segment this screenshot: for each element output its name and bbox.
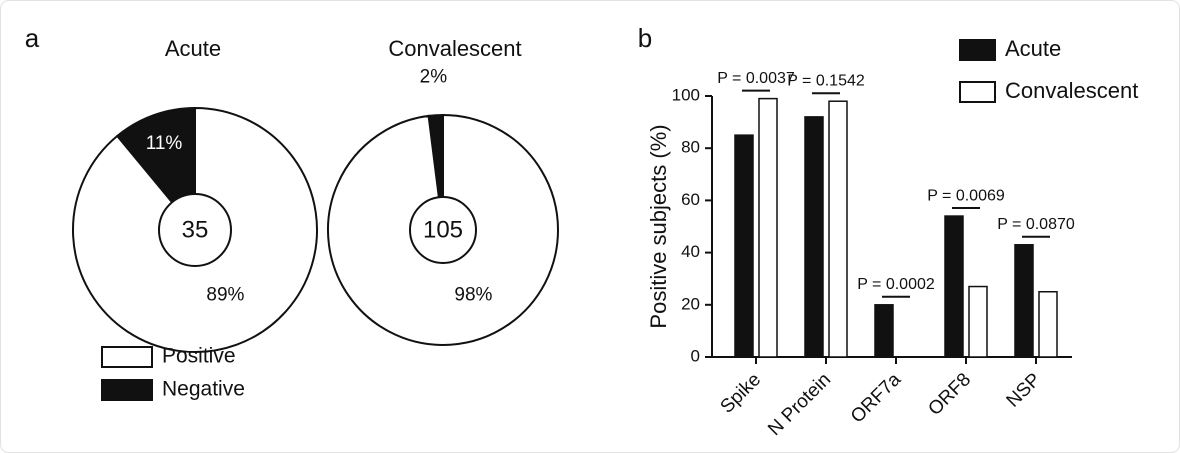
p-value: P = 0.0002 [857,276,935,293]
center-label: 35 [182,216,209,243]
p-value: P = 0.1542 [787,72,865,89]
y-tick-label: 100 [672,85,700,104]
y-tick-label: 0 [691,346,700,365]
slice-label: 11% [146,133,183,154]
p-value: P = 0.0037 [717,70,795,87]
donut-hole [158,193,232,267]
center-label: 105 [423,216,463,243]
legend-label: Positive [162,345,236,368]
legend-swatch [959,81,996,103]
y-tick-label: 20 [681,294,700,313]
bar [874,304,894,358]
bar [944,215,964,358]
y-tick-label: 80 [681,138,700,157]
panel-label: a [25,23,40,53]
bar [968,285,988,358]
pie-title: Convalescent [388,36,521,61]
legend-label: Negative [162,378,245,401]
donut-hole [409,196,477,264]
slice-label: 98% [454,284,492,305]
slice-label: 2% [420,66,448,87]
y-tick-label: 60 [681,190,700,209]
bar [734,134,754,358]
legend-label: Acute [1005,36,1061,61]
bar [804,116,824,358]
bar [758,97,778,358]
bar [1014,244,1034,358]
pie-title: Acute [165,36,221,61]
bar [828,100,848,358]
y-axis-label: Positive subjects (%) [646,124,671,328]
legend-swatch [101,379,153,401]
p-value: P = 0.0870 [997,216,1075,233]
panel-label: b [638,23,652,53]
p-value: P = 0.0069 [927,187,1005,204]
slice-label: 89% [206,284,244,305]
y-tick-label: 40 [681,242,700,261]
legend-swatch [101,346,153,368]
legend-swatch [959,39,996,61]
legend-label: Convalescent [1005,78,1138,103]
bar [1038,291,1058,358]
